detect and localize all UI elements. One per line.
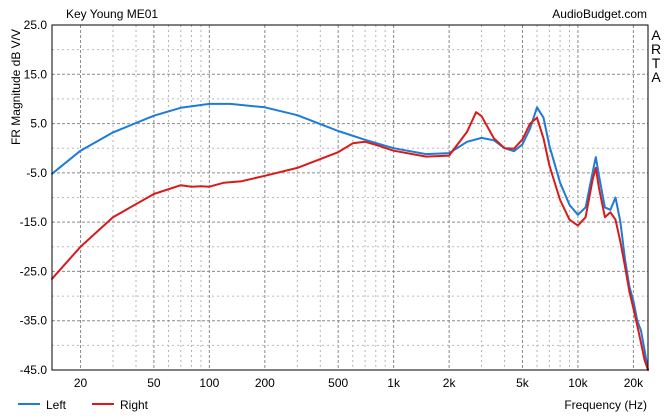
- x-axis-ticks: 20 50 100 200 500 1k 2k 5k 10k 20k: [74, 376, 644, 390]
- series-line-left: [51, 102, 649, 371]
- y-tick-label: -45.0: [20, 363, 48, 377]
- plot-frame: [51, 24, 649, 371]
- arta-letter: T: [652, 55, 661, 71]
- x-tick-label: 500: [328, 376, 348, 390]
- y-axis-label: FR Magnitude dB V/V: [9, 29, 23, 145]
- x-tick-label: 20k: [624, 376, 644, 390]
- y-tick-label: -15.0: [20, 215, 48, 229]
- y-tick-label: 5.0: [30, 117, 47, 131]
- legend-label: Left: [46, 398, 67, 412]
- x-tick-label: 50: [147, 376, 161, 390]
- series-layer: [51, 102, 649, 371]
- legend-label: Right: [120, 398, 149, 412]
- y-tick-label: -25.0: [20, 264, 48, 278]
- series-line-right: [51, 111, 649, 371]
- y-axis-ticks: 25.0 15.0 5.0 -5.0 -15.0 -25.0 -35.0 -45.0: [20, 18, 48, 377]
- y-tick-label: 25.0: [24, 18, 48, 32]
- x-axis-label: Frequency (Hz): [564, 398, 647, 412]
- x-tick-label: 10k: [568, 376, 588, 390]
- x-tick-label: 5k: [516, 376, 530, 390]
- chart-title: Key Young ME01: [66, 7, 158, 21]
- legend: Left Right: [18, 398, 149, 412]
- arta-letter: R: [651, 41, 661, 57]
- x-tick-label: 1k: [387, 376, 401, 390]
- arta-letter: A: [651, 69, 661, 85]
- y-tick-label: -5.0: [26, 166, 47, 180]
- x-tick-label: 100: [199, 376, 219, 390]
- y-tick-label: -35.0: [20, 314, 48, 328]
- y-tick-label: 15.0: [24, 67, 48, 81]
- x-tick-label: 2k: [443, 376, 457, 390]
- watermark: AudioBudget.com: [552, 7, 647, 21]
- arta-letter: A: [651, 27, 661, 43]
- x-tick-label: 20: [74, 376, 88, 390]
- x-tick-label: 200: [255, 376, 275, 390]
